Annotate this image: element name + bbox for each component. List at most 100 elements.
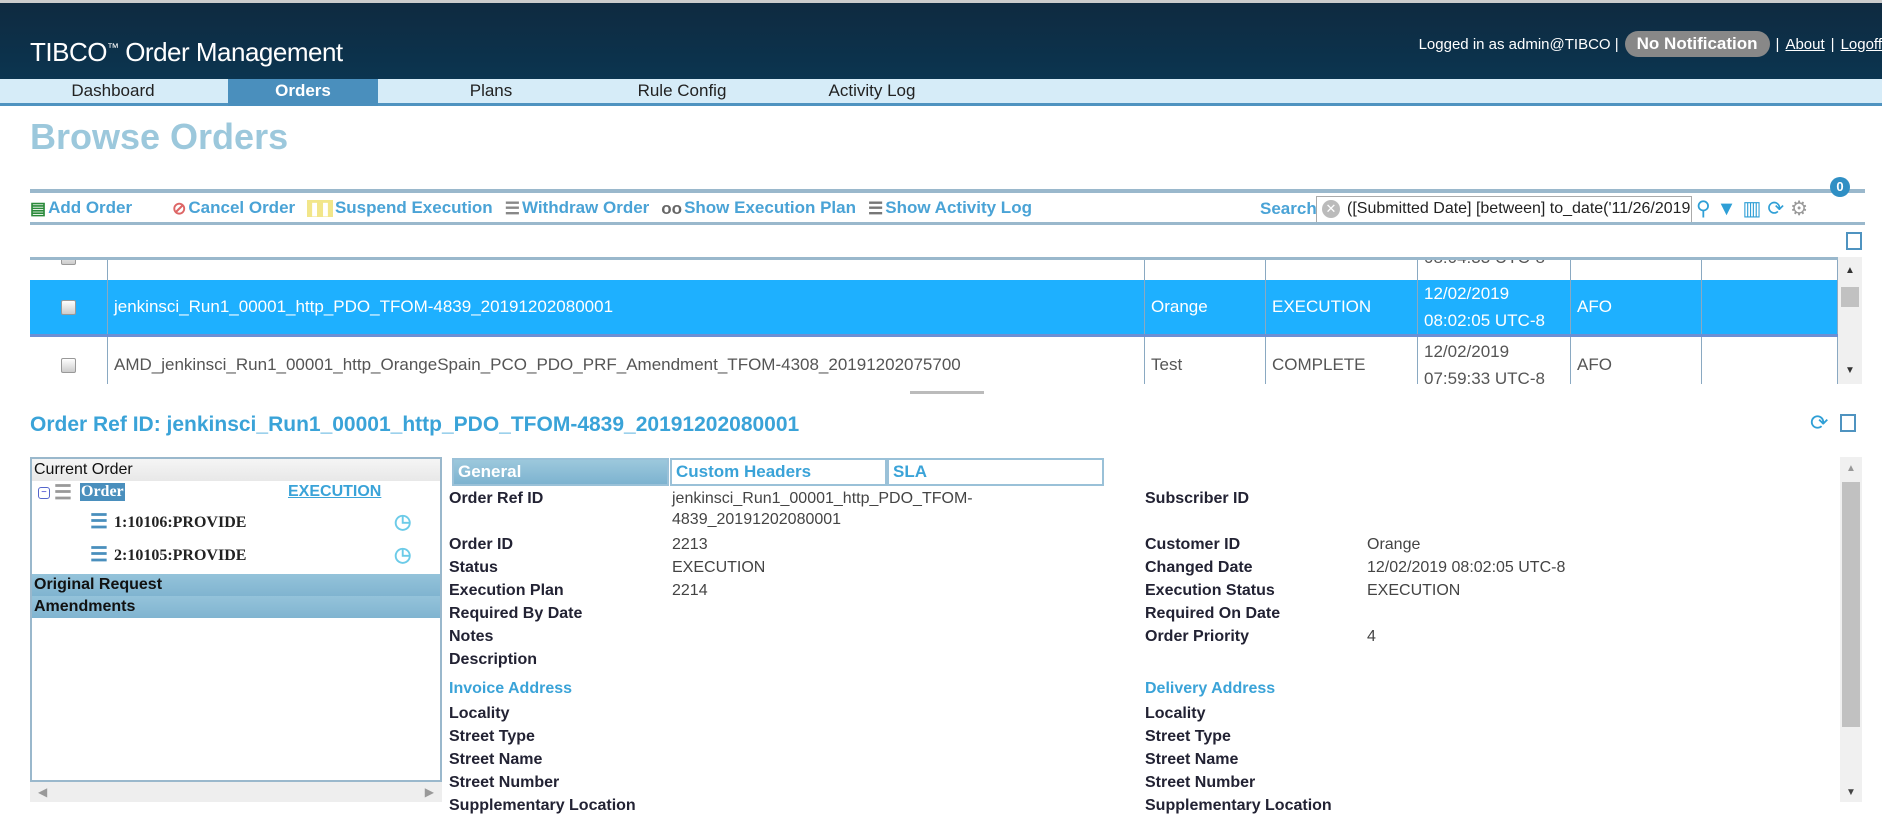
tab-custom-headers[interactable]: Custom Headers bbox=[670, 458, 887, 486]
collapse-icon[interactable]: − bbox=[38, 487, 50, 499]
amendments-section[interactable]: Amendments bbox=[32, 596, 440, 618]
source-cell: AFO bbox=[1571, 280, 1702, 334]
field-label: Customer ID bbox=[1145, 536, 1241, 553]
cancel-order-button[interactable]: ⊘ Cancel Order bbox=[172, 198, 295, 218]
logoff-link[interactable]: Logoff bbox=[1840, 35, 1882, 53]
withdraw-icon: ☰ bbox=[504, 198, 520, 218]
original-request-section[interactable]: Original Request bbox=[32, 574, 440, 596]
scroll-down-icon[interactable]: ▼ bbox=[1846, 787, 1856, 798]
show-activity-log-button[interactable]: ☰ Show Activity Log bbox=[868, 198, 1032, 218]
scroll-up-icon[interactable]: ▲ bbox=[1845, 265, 1855, 276]
filter-icon[interactable]: ▼ bbox=[1716, 198, 1737, 220]
show-execution-plan-button[interactable]: oo Show Execution Plan bbox=[661, 198, 856, 218]
search-icon[interactable]: ⚲ bbox=[1696, 198, 1711, 220]
suspend-execution-button[interactable]: ❚❚ Suspend Execution bbox=[307, 198, 493, 218]
grid-scrollbar[interactable]: ▲ ▼ bbox=[1838, 257, 1862, 384]
scroll-thumb[interactable] bbox=[1841, 287, 1859, 307]
table-row[interactable]: AMD_jenkinsci_Run1_00001_http_OrangeSpai… bbox=[30, 337, 1838, 384]
clear-search-icon[interactable]: ✕ bbox=[1322, 200, 1340, 218]
cancel-icon: ⊘ bbox=[172, 198, 187, 218]
pause-icon: ❚❚ bbox=[307, 199, 333, 217]
app-logo: TIBCO™ Order Management bbox=[30, 37, 343, 67]
field-value: EXECUTION bbox=[1367, 582, 1461, 599]
field-label: Street Name bbox=[1145, 751, 1239, 768]
maximize-icon[interactable] bbox=[1840, 414, 1856, 432]
search-input[interactable]: ([Submitted Date] [between] to_date('11/… bbox=[1316, 196, 1692, 223]
order-ref-title: Order Ref ID: jenkinsci_Run1_00001_http_… bbox=[30, 413, 800, 436]
tree-node-label[interactable]: 1:10106:PROVIDE bbox=[114, 514, 247, 531]
tree-node-label[interactable]: Order bbox=[80, 483, 125, 501]
field-value: 4 bbox=[1367, 628, 1376, 645]
delivery-address-heading: Delivery Address bbox=[1145, 680, 1276, 697]
order-ref-cell: jenkinsci_Run1_00001_http_PDO_TFOM-4839_… bbox=[108, 280, 1145, 334]
field-label: Street Number bbox=[449, 774, 560, 791]
row-checkbox[interactable] bbox=[61, 299, 76, 315]
field-label: Street Name bbox=[449, 751, 543, 768]
field-label: Street Number bbox=[1145, 774, 1256, 791]
tree-node-label[interactable]: 2:10105:PROVIDE bbox=[114, 547, 247, 564]
field-label: Street Type bbox=[449, 728, 535, 745]
add-order-label: Add Order bbox=[48, 198, 133, 217]
add-document-icon: ▤ bbox=[30, 198, 47, 218]
add-order-button[interactable]: ▤ Add Order bbox=[30, 198, 132, 218]
pane-splitter[interactable] bbox=[910, 391, 984, 394]
invoice-address-heading: Invoice Address bbox=[449, 680, 573, 697]
field-label: Supplementary Location bbox=[449, 797, 636, 814]
scroll-left-icon[interactable]: ◀ bbox=[38, 785, 48, 799]
scroll-thumb[interactable] bbox=[1842, 482, 1860, 727]
field-label: Street Type bbox=[1145, 728, 1231, 745]
table-row-selected[interactable]: jenkinsci_Run1_00001_http_PDO_TFOM-4839_… bbox=[30, 280, 1838, 337]
field-label: Required By Date bbox=[449, 605, 583, 622]
scroll-right-icon[interactable]: ▶ bbox=[424, 785, 434, 799]
field-label: Changed Date bbox=[1145, 559, 1253, 576]
refresh-icon[interactable]: ⟳ bbox=[1767, 198, 1785, 220]
order-icon: ☰ bbox=[54, 482, 72, 504]
orders-grid: 08:04:33 UTC-8 jenkinsci_Run1_00001_http… bbox=[30, 257, 1838, 384]
field-label: Order Priority bbox=[1145, 628, 1250, 645]
toolbar-divider bbox=[30, 222, 1865, 225]
about-link[interactable]: About bbox=[1785, 35, 1825, 53]
tab-activity-log[interactable]: Activity Log bbox=[797, 79, 947, 103]
field-label: Supplementary Location bbox=[1145, 797, 1332, 814]
empty-cell bbox=[1702, 337, 1838, 384]
withdraw-order-button[interactable]: ☰ Withdraw Order bbox=[505, 198, 650, 218]
order-line-icon: ☰ bbox=[90, 544, 108, 566]
count-badge: 0 bbox=[1830, 177, 1850, 197]
clock-icon[interactable]: ◷ bbox=[394, 544, 412, 566]
row-checkbox[interactable] bbox=[61, 357, 76, 373]
clock-icon[interactable]: ◷ bbox=[394, 511, 412, 533]
tree-horizontal-scrollbar[interactable]: ◀ ▶ bbox=[30, 782, 442, 802]
field-label: Execution Status bbox=[1145, 582, 1275, 599]
notification-button[interactable]: No Notification bbox=[1624, 31, 1770, 57]
field-label: Execution Plan bbox=[449, 582, 564, 599]
scroll-up-icon[interactable]: ▲ bbox=[1846, 463, 1856, 474]
tab-sla[interactable]: SLA bbox=[887, 458, 1104, 486]
field-label: Subscriber ID bbox=[1145, 490, 1250, 507]
table-row[interactable]: 08:04:33 UTC-8 bbox=[30, 260, 1838, 280]
order-tree-panel: Current Order − ☰ Order EXECUTION ☰ 1:10… bbox=[30, 457, 442, 782]
toolbar-divider bbox=[30, 189, 1865, 193]
tree-node-order[interactable]: − ☰ Order EXECUTION bbox=[32, 481, 440, 508]
row-checkbox[interactable] bbox=[61, 260, 76, 265]
separator: | bbox=[1830, 35, 1835, 53]
tab-plans[interactable]: Plans bbox=[416, 79, 566, 103]
scroll-down-icon[interactable]: ▼ bbox=[1845, 365, 1855, 376]
tab-dashboard[interactable]: Dashboard bbox=[38, 79, 188, 103]
field-value: EXECUTION bbox=[672, 559, 766, 576]
order-status-link[interactable]: EXECUTION bbox=[288, 483, 382, 500]
empty-cell bbox=[1702, 260, 1838, 280]
customer-cell: Test bbox=[1145, 337, 1266, 384]
date-text: 12/02/2019 bbox=[1424, 284, 1510, 303]
tree-node-line[interactable]: ☰ 1:10106:PROVIDE ◷ bbox=[32, 508, 440, 541]
field-value: Orange bbox=[1367, 536, 1421, 553]
empty-cell bbox=[1702, 280, 1838, 334]
settings-icon[interactable]: ⚙ bbox=[1790, 198, 1809, 220]
refresh-icon[interactable]: ⟳ bbox=[1810, 410, 1829, 435]
tab-general[interactable]: General bbox=[452, 458, 669, 486]
columns-icon[interactable]: ▥ bbox=[1742, 198, 1762, 220]
date-cell: 12/02/2019 07:59:33 UTC-8 bbox=[1418, 337, 1571, 384]
maximize-icon[interactable] bbox=[1846, 232, 1862, 250]
tree-node-line[interactable]: ☰ 2:10105:PROVIDE ◷ bbox=[32, 541, 440, 574]
tab-orders[interactable]: Orders bbox=[228, 79, 378, 106]
tab-rule-config[interactable]: Rule Config bbox=[607, 79, 757, 103]
